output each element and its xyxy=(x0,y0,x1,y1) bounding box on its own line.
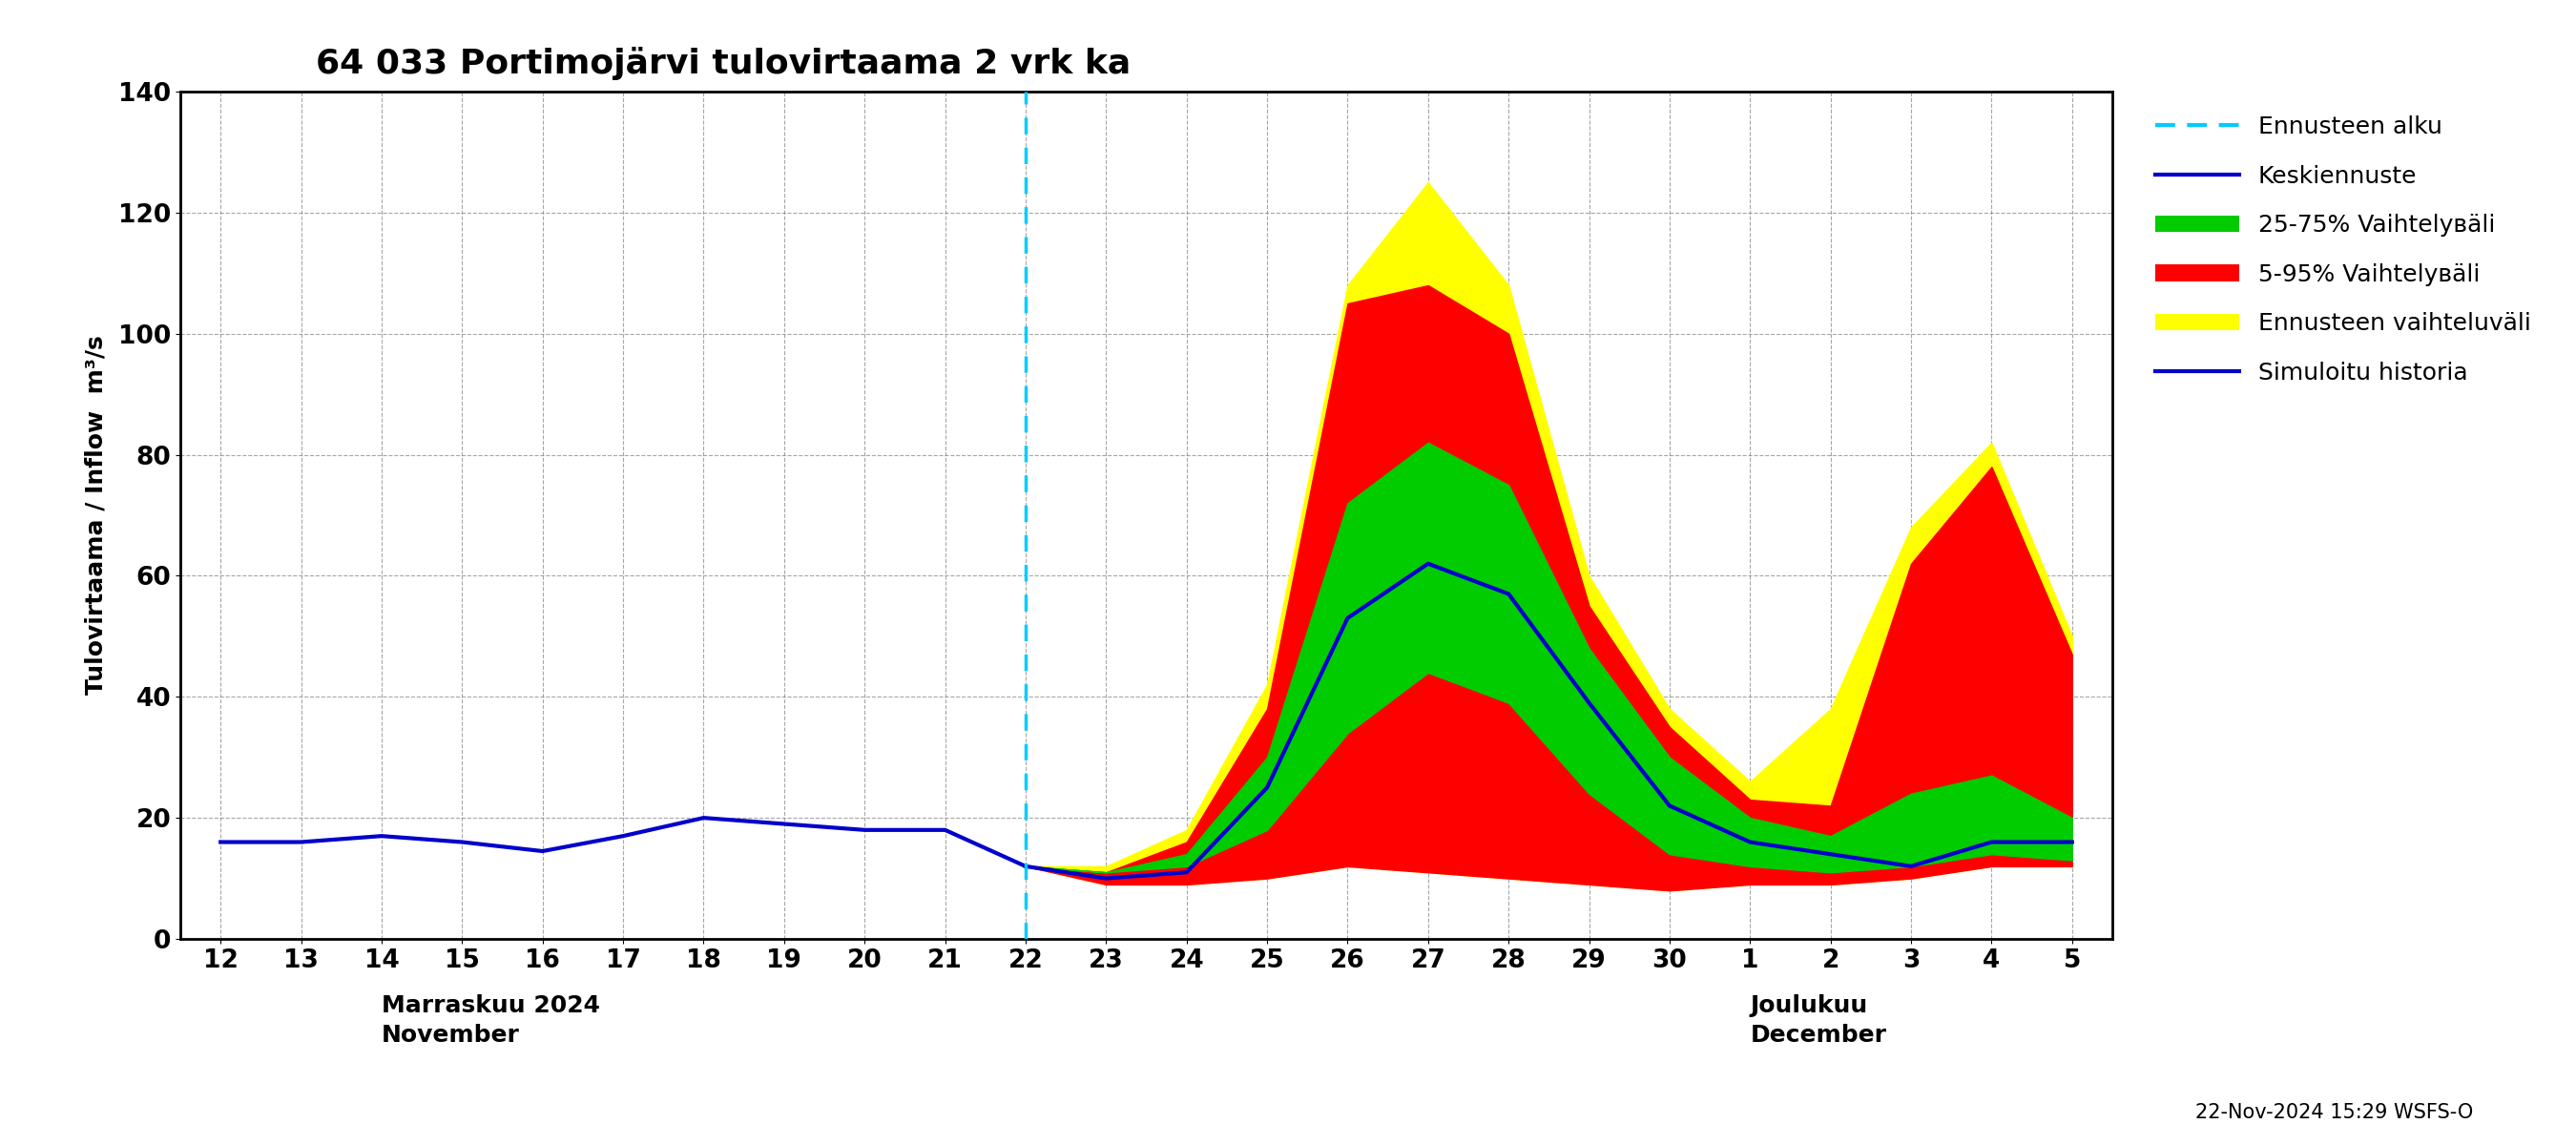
Legend: Ennusteen alku, Keskiennuste, 25-75% Vaihtelувäli, 5-95% Vaihtelувäli, Ennusteen: Ennusteen alku, Keskiennuste, 25-75% Vai… xyxy=(2143,103,2543,396)
Text: Marraskuu 2024: Marraskuu 2024 xyxy=(381,995,600,1018)
Text: December: December xyxy=(1749,1024,1886,1047)
Text: 64 033 Portimojärvi tulovirtaama 2 vrk ka: 64 033 Portimojärvi tulovirtaama 2 vrk k… xyxy=(314,46,1131,80)
Text: Joulukuu: Joulukuu xyxy=(1749,995,1868,1018)
Text: November: November xyxy=(381,1024,520,1047)
Y-axis label: Tulovirtaama / Inflow  m³/s: Tulovirtaama / Inflow m³/s xyxy=(85,335,108,695)
Text: 22-Nov-2024 15:29 WSFS-O: 22-Nov-2024 15:29 WSFS-O xyxy=(2195,1103,2473,1122)
